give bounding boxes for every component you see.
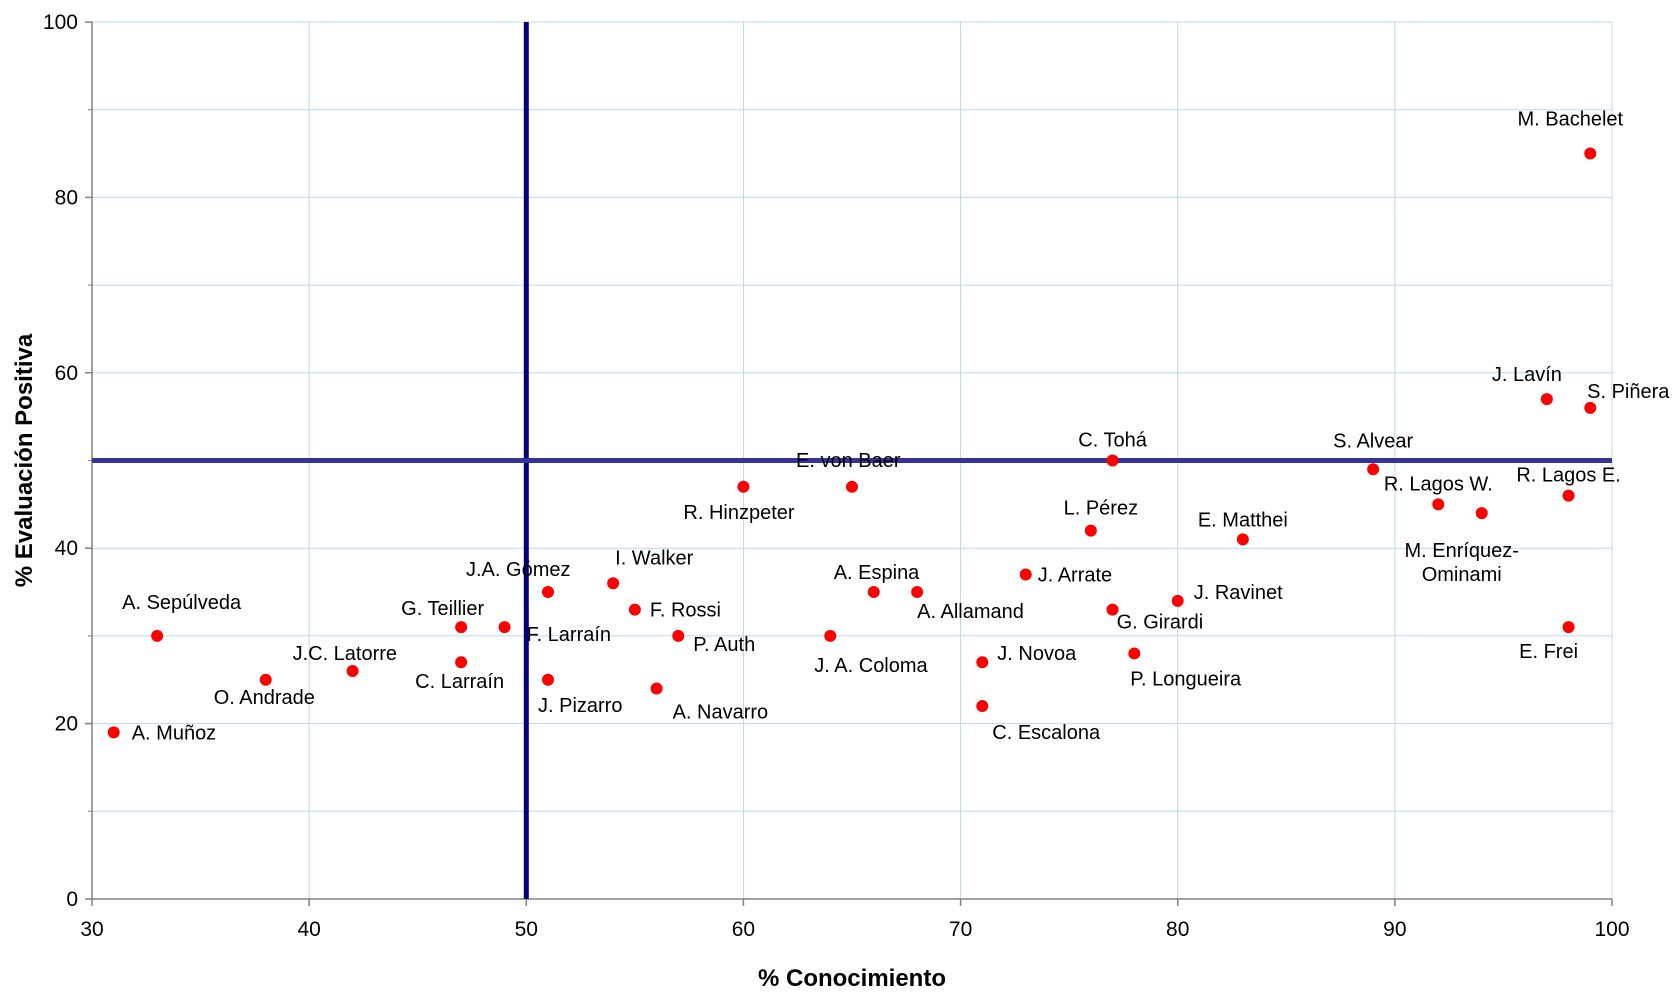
point-label: G. Girardi xyxy=(1117,612,1204,634)
data-point xyxy=(1171,594,1184,607)
point-label: S. Alvear xyxy=(1333,430,1413,452)
point-label: O. Andrade xyxy=(214,687,315,709)
point-label: J. Ravinet xyxy=(1194,582,1283,604)
data-point xyxy=(1475,507,1488,520)
point-label: F. Rossi xyxy=(650,600,721,622)
data-point xyxy=(346,664,359,677)
axes: 0 20 40 60 80 100 30 40 50 60 70 80 90 100 xyxy=(43,11,1630,941)
x-axis-title: % Conocimiento xyxy=(758,965,946,992)
data-point xyxy=(1236,533,1249,546)
point-label: P. Longueira xyxy=(1130,668,1242,690)
data-point xyxy=(976,656,989,669)
data-point xyxy=(259,673,272,686)
point-label: P. Auth xyxy=(693,634,755,656)
data-point xyxy=(1540,393,1553,406)
data-point xyxy=(107,726,120,739)
data-point xyxy=(737,480,750,493)
point-label: J.C. Latorre xyxy=(293,643,397,665)
data-point xyxy=(867,586,880,599)
data-point xyxy=(650,682,663,695)
point-label: A. Espina xyxy=(834,562,920,584)
point-label: J. Novoa xyxy=(997,643,1077,665)
data-point xyxy=(1584,401,1597,414)
data-point xyxy=(1084,524,1097,537)
data-points xyxy=(107,147,1597,739)
x-tick-label: 50 xyxy=(515,918,538,941)
data-point xyxy=(672,629,685,642)
data-point xyxy=(1432,498,1445,511)
point-label: J. Arrate xyxy=(1038,565,1112,587)
data-point xyxy=(498,621,511,634)
y-axis-title: % Evaluación Positiva xyxy=(11,333,38,587)
data-point xyxy=(1019,568,1032,581)
data-point xyxy=(1128,647,1141,660)
y-tick-label: 20 xyxy=(55,713,78,736)
y-tick-label: 0 xyxy=(66,888,78,911)
point-label: E. von Baer xyxy=(796,450,901,472)
data-point xyxy=(846,480,858,493)
point-label: M. Enríquez-Ominami xyxy=(1404,540,1518,586)
data-point xyxy=(1562,621,1575,634)
point-label: J.A. Gómez xyxy=(466,559,570,581)
point-label: C. Tohá xyxy=(1078,430,1147,452)
data-point xyxy=(1367,463,1380,476)
point-label: L. Pérez xyxy=(1064,498,1138,520)
point-label: I. Walker xyxy=(615,547,693,569)
point-label: R. Lagos E. xyxy=(1516,465,1621,487)
point-label: C. Escalona xyxy=(992,722,1101,744)
x-tick-label: 60 xyxy=(732,918,755,941)
data-point xyxy=(455,656,468,669)
point-label: C. Larraín xyxy=(415,671,504,693)
point-label: R. Hinzpeter xyxy=(683,502,794,524)
data-point xyxy=(1106,454,1119,467)
point-label: A. Muñoz xyxy=(132,722,216,744)
data-point xyxy=(976,700,989,713)
x-tick-label: 40 xyxy=(297,918,320,941)
point-label: A. Navarro xyxy=(673,702,769,724)
point-label: M. Bachelet xyxy=(1517,109,1623,131)
point-labels: M. Bachelet J. Lavín S. Piñera S. Alvear R. … xyxy=(122,109,1670,745)
data-point xyxy=(1584,147,1597,160)
data-point xyxy=(911,586,924,599)
reference-lines xyxy=(92,22,1612,899)
data-point xyxy=(542,673,554,686)
data-point xyxy=(151,629,164,642)
x-tick-label: 70 xyxy=(949,918,972,941)
y-tick-label: 40 xyxy=(55,537,78,560)
x-tick-label: 100 xyxy=(1594,918,1629,941)
x-tick-label: 30 xyxy=(80,918,103,941)
point-label: E. Frei xyxy=(1519,641,1578,663)
point-label: A. Allamand xyxy=(917,601,1024,623)
data-point xyxy=(824,629,837,642)
point-label: J. Pizarro xyxy=(538,695,622,717)
x-tick-label: 80 xyxy=(1166,918,1189,941)
point-label: G. Teillier xyxy=(401,598,484,620)
data-point xyxy=(607,577,620,590)
point-label: S. Piñera xyxy=(1587,381,1670,403)
point-label: R. Lagos W. xyxy=(1384,473,1493,495)
data-point xyxy=(628,603,641,616)
point-label: A. Sepúlveda xyxy=(122,592,242,614)
point-label: J. Lavín xyxy=(1492,364,1562,386)
y-tick-label: 100 xyxy=(43,11,78,34)
data-point xyxy=(1106,603,1119,616)
point-label: E. Matthei xyxy=(1198,509,1288,531)
y-tick-label: 80 xyxy=(55,186,78,209)
data-point xyxy=(1562,489,1575,502)
y-tick-label: 60 xyxy=(55,362,78,385)
point-label: F. Larraín xyxy=(527,624,611,646)
data-point xyxy=(455,621,468,634)
data-point xyxy=(542,586,554,599)
point-label: J. A. Coloma xyxy=(814,655,928,677)
x-tick-label: 90 xyxy=(1383,918,1406,941)
